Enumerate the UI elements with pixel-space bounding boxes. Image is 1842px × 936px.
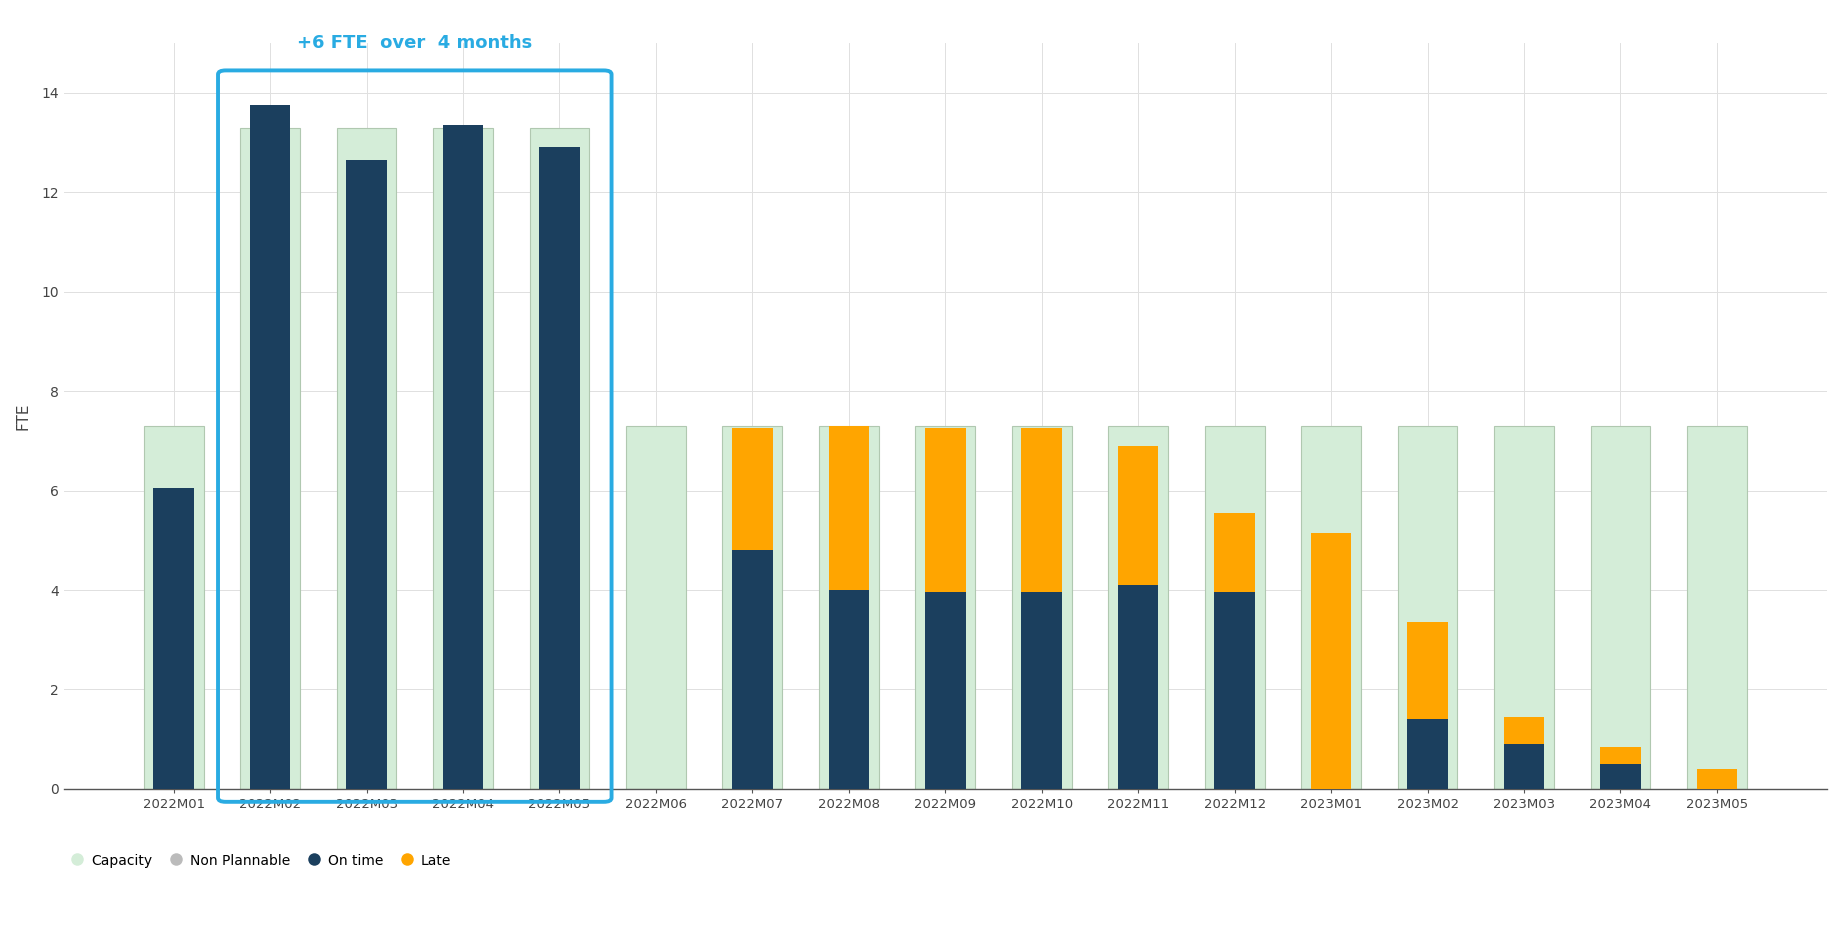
Bar bbox=[1214, 592, 1254, 789]
Bar bbox=[1503, 744, 1544, 789]
Bar bbox=[829, 426, 869, 590]
Bar bbox=[731, 550, 772, 789]
Bar bbox=[1118, 446, 1159, 585]
Bar bbox=[1312, 533, 1352, 789]
Bar bbox=[1494, 426, 1555, 789]
Bar bbox=[722, 426, 783, 789]
Bar bbox=[346, 160, 387, 789]
Bar bbox=[1601, 764, 1641, 789]
Bar bbox=[1109, 426, 1168, 789]
Bar bbox=[251, 105, 291, 789]
Bar bbox=[1687, 426, 1746, 789]
Bar bbox=[442, 125, 483, 789]
Bar bbox=[1398, 426, 1457, 789]
Bar bbox=[1696, 769, 1737, 789]
Bar bbox=[540, 148, 580, 789]
Bar bbox=[153, 488, 193, 789]
Bar bbox=[1300, 426, 1361, 789]
Bar bbox=[1214, 513, 1254, 592]
Bar bbox=[337, 127, 396, 789]
Bar bbox=[1503, 717, 1544, 744]
Legend: Capacity, Non Plannable, On time, Late: Capacity, Non Plannable, On time, Late bbox=[70, 854, 451, 868]
Bar bbox=[1407, 719, 1448, 789]
Text: +6 FTE  over  4 months: +6 FTE over 4 months bbox=[297, 34, 532, 52]
Bar bbox=[239, 127, 300, 789]
Bar bbox=[915, 426, 974, 789]
Bar bbox=[1591, 426, 1650, 789]
Bar bbox=[1407, 622, 1448, 719]
Bar bbox=[529, 127, 589, 789]
Bar bbox=[925, 592, 965, 789]
Bar bbox=[1022, 429, 1063, 592]
Bar bbox=[820, 426, 879, 789]
Bar bbox=[144, 426, 204, 789]
Y-axis label: FTE: FTE bbox=[15, 402, 29, 430]
Bar bbox=[433, 127, 494, 789]
Bar bbox=[1011, 426, 1072, 789]
Bar bbox=[829, 590, 869, 789]
Bar bbox=[1118, 585, 1159, 789]
Bar bbox=[1601, 747, 1641, 764]
Bar bbox=[626, 426, 685, 789]
Bar bbox=[731, 429, 772, 550]
Bar bbox=[1022, 592, 1063, 789]
Bar bbox=[1205, 426, 1265, 789]
Bar bbox=[925, 429, 965, 592]
